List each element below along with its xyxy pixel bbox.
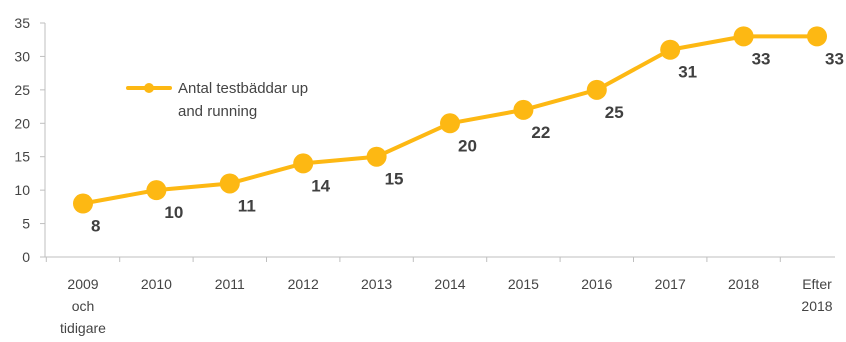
y-tick-label: 20: [14, 115, 30, 131]
data-label: 10: [164, 203, 183, 222]
x-tick-label: 2010: [141, 276, 172, 292]
x-tick-label: Efter 2018: [801, 276, 832, 314]
data-point: [366, 146, 387, 167]
y-tick-label: 10: [14, 182, 30, 198]
data-label: 11: [238, 196, 256, 215]
data-label: 14: [311, 176, 330, 195]
y-tick-label: 5: [22, 216, 30, 232]
x-tick-label: 2017: [655, 276, 686, 292]
data-label: 22: [531, 123, 550, 142]
x-tick-label-line: 2011: [215, 276, 245, 292]
x-tick-label-line: 2015: [508, 276, 539, 292]
data-label: 20: [458, 136, 477, 155]
x-tick-label-line: Efter: [802, 276, 832, 292]
x-tick-label: 2014: [434, 276, 465, 292]
x-tick-label-line: och: [72, 298, 95, 314]
legend: Antal testbäddar up and running: [126, 80, 308, 120]
data-point: [73, 193, 93, 214]
legend-label: Antal testbäddar up and running: [178, 80, 308, 120]
legend-label-line: and running: [178, 103, 257, 120]
x-tick-label-line: 2010: [141, 276, 172, 292]
x-tick-label-line: 2017: [655, 276, 686, 292]
data-point: [733, 26, 754, 47]
data-point: [146, 180, 167, 201]
data-point: [586, 79, 607, 100]
y-axis: 0 5 10 15 20 25 30 35: [14, 15, 46, 265]
x-axis: 2009 och tidigare 2010 2011 2012 2013 2014 2015 2…: [45, 256, 835, 336]
x-tick-label: 2012: [288, 276, 319, 292]
y-tick-label: 0: [22, 249, 30, 265]
x-tick-label-line: 2018: [728, 276, 759, 292]
data-point: [807, 26, 827, 47]
data-label: 15: [385, 170, 404, 189]
legend-marker: [144, 83, 154, 93]
data-label: 33: [825, 49, 844, 68]
data-labels: 8 10 11 14 15 20 22 25 31 33 33: [91, 49, 844, 235]
data-point: [219, 173, 240, 194]
x-tick-label: 2015: [508, 276, 539, 292]
y-tick-label: 15: [14, 149, 30, 165]
y-tick-label: 35: [14, 15, 30, 31]
data-point: [440, 113, 460, 134]
series-layer: [73, 26, 827, 214]
data-label: 8: [91, 217, 100, 236]
legend-label-line: Antal testbäddar up: [178, 80, 308, 97]
x-tick-label-line: 2018: [801, 298, 832, 314]
data-label: 31: [678, 63, 697, 82]
y-tick-label: 25: [14, 82, 30, 98]
data-label: 25: [605, 103, 624, 122]
data-point: [660, 39, 681, 60]
data-label: 33: [752, 49, 771, 68]
x-tick-label-line: 2013: [361, 276, 392, 292]
x-tick-label-line: tidigare: [60, 320, 106, 336]
y-tick-label: 30: [14, 48, 30, 64]
x-tick-label: 2009 och tidigare: [60, 276, 106, 336]
x-tick-label-line: 2016: [581, 276, 612, 292]
x-tick-label: 2013: [361, 276, 392, 292]
x-tick-label-line: 2014: [434, 276, 465, 292]
x-tick-label-line: 2009: [67, 276, 98, 292]
x-tick-label: 2018: [728, 276, 759, 292]
data-point: [513, 99, 534, 120]
x-tick-label: 2011: [215, 276, 245, 292]
data-point: [293, 153, 314, 174]
x-tick-label: 2016: [581, 276, 612, 292]
x-tick-label-line: 2012: [288, 276, 319, 292]
